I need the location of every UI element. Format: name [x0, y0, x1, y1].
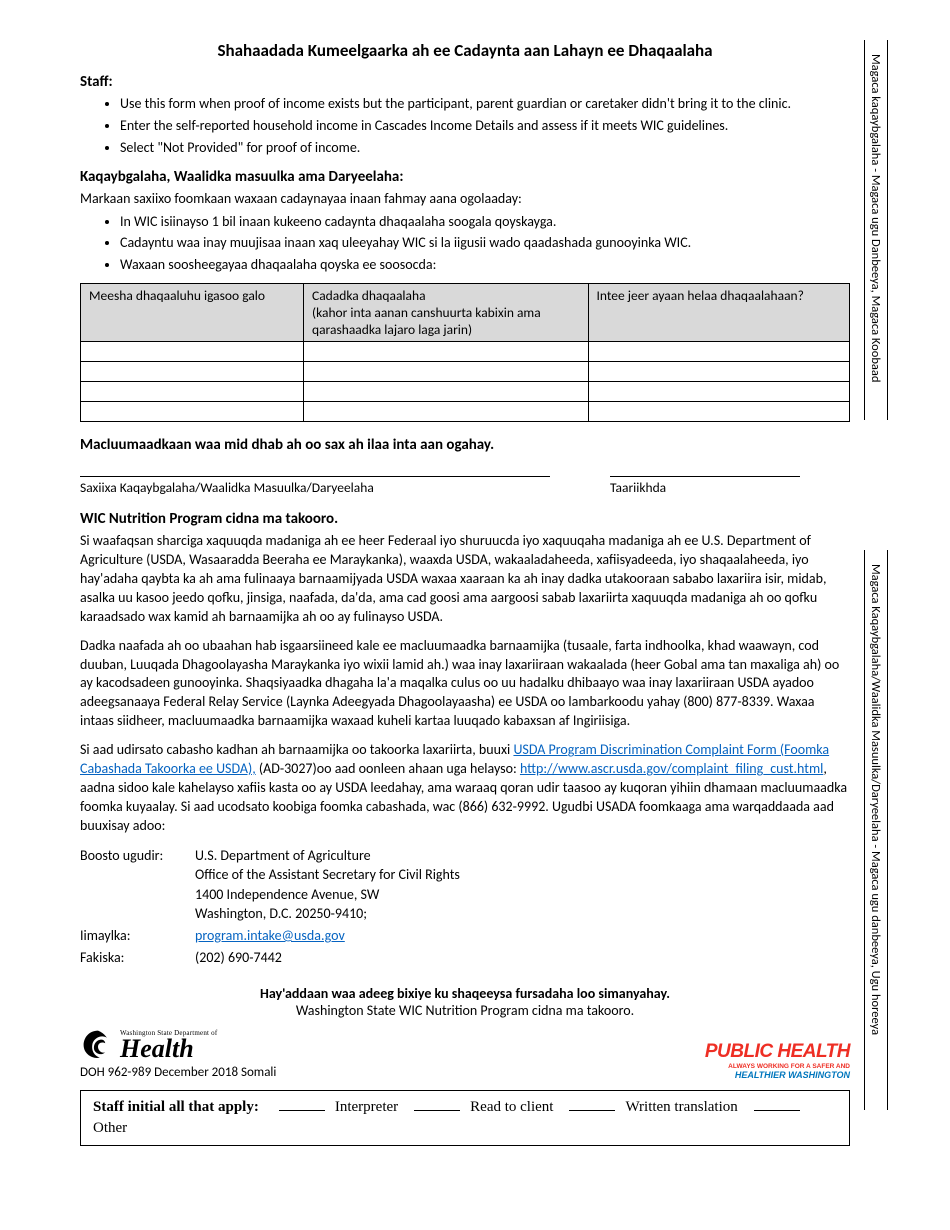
ph-small: ALWAYS WORKING FOR A SAFER AND: [705, 1063, 850, 1070]
staff-opt: Interpreter: [335, 1099, 398, 1116]
eo-statement: Hay'addaan waa adeeg bixiye ku shaqeeysa…: [80, 985, 850, 1002]
blank-line[interactable]: [414, 1110, 460, 1111]
staff-list: Use this form when proof of income exist…: [120, 95, 850, 158]
mail-label: Boosto ugudir:: [80, 846, 195, 924]
blank-line[interactable]: [279, 1110, 325, 1111]
signature-label: Saxiixa Kaqaybgalaha/Waalidka Masuulka/D…: [80, 476, 550, 496]
table-row: [81, 362, 850, 382]
email-link[interactable]: program.intake@usda.gov: [195, 927, 345, 944]
health-logo-block: Washington State Department of Health DO…: [80, 1027, 276, 1080]
participant-item: In WIC isiinayso 1 bil inaan kukeeno cad…: [120, 213, 850, 232]
staff-box-label: Staff initial all that apply:: [93, 1099, 259, 1116]
mail-line: Washington, D.C. 20250-9410;: [195, 904, 850, 924]
blank-line[interactable]: [569, 1110, 615, 1111]
staff-opt: Other: [93, 1120, 127, 1137]
para-1: Si waafaqsan sharciga xaquuqda madaniga …: [80, 532, 850, 626]
mail-line: U.S. Department of Agriculture: [195, 846, 850, 866]
para-3: Si aad udirsato cabasho kadhan ah barnaa…: [80, 741, 850, 835]
table-row: [81, 382, 850, 402]
side-text-1: Magaca kaqaybgalaha - Magaca ugu Danbeey…: [865, 48, 886, 412]
participant-item: Waxaan soosheegayaa dhaqaalaha qoyska ee…: [120, 256, 850, 275]
ph-big: PUBLIC HEALTH: [705, 1041, 850, 1063]
participant-intro: Markaan saxiixo foomkaan waxaan cadaynay…: [80, 190, 850, 209]
public-health-logo: PUBLIC HEALTH ALWAYS WORKING FOR A SAFER…: [705, 1041, 850, 1080]
income-table: Meesha dhaqaaluhu igasoo galo Cadadka dh…: [80, 283, 850, 422]
staff-item: Select "Not Provided" for proof of incom…: [120, 139, 850, 158]
staff-initial-box: Staff initial all that apply: Interprete…: [80, 1090, 850, 1146]
th-frequency: Intee jeer ayaan helaa dhaqaalahaan?: [588, 284, 849, 342]
mail-address: U.S. Department of Agriculture Office of…: [195, 846, 850, 924]
ph-med: HEALTHIER WASHINGTON: [705, 1070, 850, 1080]
nondiscrim-heading: WIC Nutrition Program cidna ma takooro.: [80, 510, 850, 528]
staff-item: Enter the self-reported household income…: [120, 117, 850, 136]
para3-pre: Si aad udirsato cabasho kadhan ah barnaa…: [80, 741, 513, 758]
participant-heading: Kaqaybgalaha, Waalidka masuulka ama Dary…: [80, 168, 850, 186]
para-2: Dadka naafada ah oo ubaahan hab isgaarsi…: [80, 637, 850, 731]
staff-heading: Staff:: [80, 73, 850, 91]
doc-id: DOH 962-989 December 2018 Somali: [80, 1065, 276, 1080]
para3-mid: (AD-3027)oo aad oonleen ahaan uga helays…: [256, 760, 520, 777]
participant-list: In WIC isiinayso 1 bil inaan kukeeno cad…: [120, 213, 850, 276]
fax-value: (202) 690-7442: [195, 948, 850, 968]
th-source: Meesha dhaqaaluhu igasoo galo: [81, 284, 304, 342]
mail-line: Office of the Assistant Secretary for Ci…: [195, 865, 850, 885]
date-label: Taariikhda: [610, 476, 800, 496]
blank-line[interactable]: [754, 1110, 800, 1111]
complaint-url-link[interactable]: http://www.ascr.usda.gov/complaint_filin…: [520, 760, 823, 777]
side-tab-participant: Magaca kaqaybgalaha - Magaca ugu Danbeey…: [864, 40, 888, 420]
side-text-2: Magaca Kaqaybgalaha/Waalidka Masuulka/Da…: [865, 558, 886, 1102]
fax-label: Fakiska:: [80, 948, 195, 968]
health-logo-big: Health: [120, 1037, 217, 1060]
accuracy-statement: Macluumaadkaan waa mid dhab ah oo sax ah…: [80, 436, 850, 454]
eo-sub: Washington State WIC Nutrition Program c…: [80, 1002, 850, 1019]
staff-opt: Read to client: [470, 1099, 553, 1116]
staff-item: Use this form when proof of income exist…: [120, 95, 850, 114]
email-label: Iimaylka:: [80, 926, 195, 946]
table-row: [81, 402, 850, 422]
mail-line: 1400 Independence Avenue, SW: [195, 885, 850, 905]
th-amount: Cadadka dhaqaalaha (kahor inta aanan can…: [304, 284, 589, 342]
staff-opt: Written translation: [625, 1099, 737, 1116]
table-row: [81, 342, 850, 362]
page-title: Shahaadada Kumeelgaarka ah ee Cadaynta a…: [80, 40, 850, 61]
health-swirl-icon: [80, 1027, 116, 1063]
participant-item: Cadayntu waa inay muujisaa inaan xaq ule…: [120, 234, 850, 253]
side-tab-guardian: Magaca Kaqaybgalaha/Waalidka Masuulka/Da…: [864, 550, 888, 1110]
